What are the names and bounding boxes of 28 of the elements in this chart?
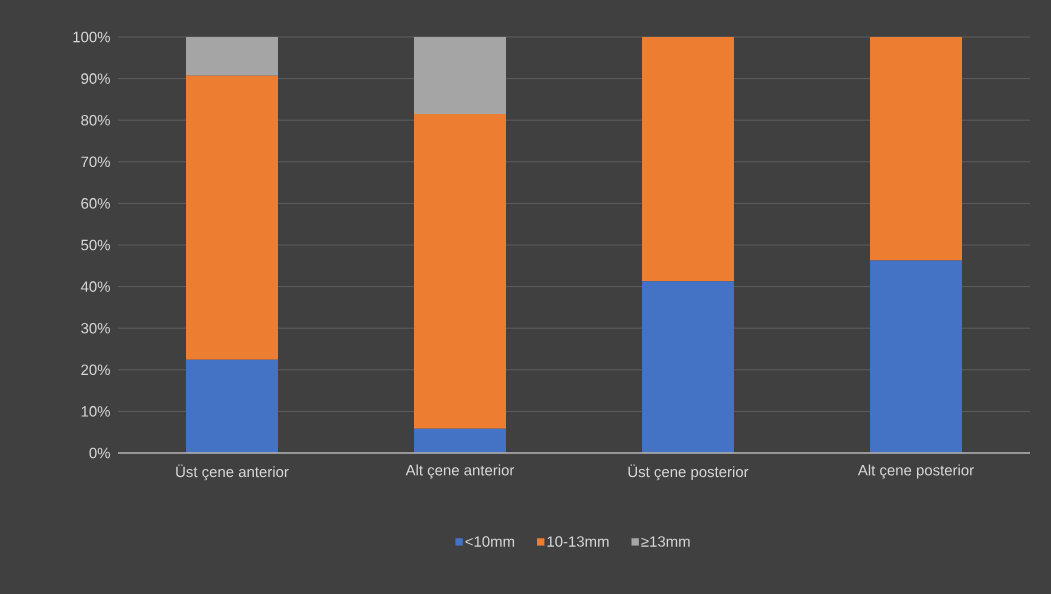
y-tick-label: 80%	[81, 114, 110, 126]
y-tick-label: 90%	[81, 73, 110, 84]
bar	[186, 359, 278, 453]
x-tick-label: Üst çene posterior	[628, 464, 749, 481]
bar	[186, 37, 278, 76]
bar	[870, 260, 963, 453]
legend-label: <10mm	[465, 536, 515, 547]
bar	[642, 281, 734, 453]
y-tick-label: 20%	[81, 364, 110, 376]
bar	[414, 113, 506, 429]
legend-label: ≥13mm	[641, 536, 690, 547]
y-tick-label: 70%	[81, 156, 110, 168]
x-tick-label: Alt çene posterior	[857, 464, 974, 479]
y-tick-label: 10%	[81, 406, 110, 417]
y-tick-label: 50%	[81, 239, 110, 251]
bar	[642, 37, 734, 282]
bar	[414, 37, 506, 114]
x-tick-label: Üst çene anterior	[176, 464, 289, 481]
x-tick-label: Alt çene anterior	[405, 464, 515, 479]
bar	[186, 75, 278, 360]
legend-label: 10-13mm	[547, 536, 609, 547]
y-tick-label: 40%	[80, 281, 110, 292]
y-tick-label: 30%	[81, 322, 110, 334]
bar	[414, 428, 506, 453]
y-tick-label: 0%	[89, 447, 110, 459]
bar	[870, 37, 963, 261]
y-tick-label: 100%	[73, 31, 110, 43]
y-tick-label: 60%	[81, 198, 110, 209]
